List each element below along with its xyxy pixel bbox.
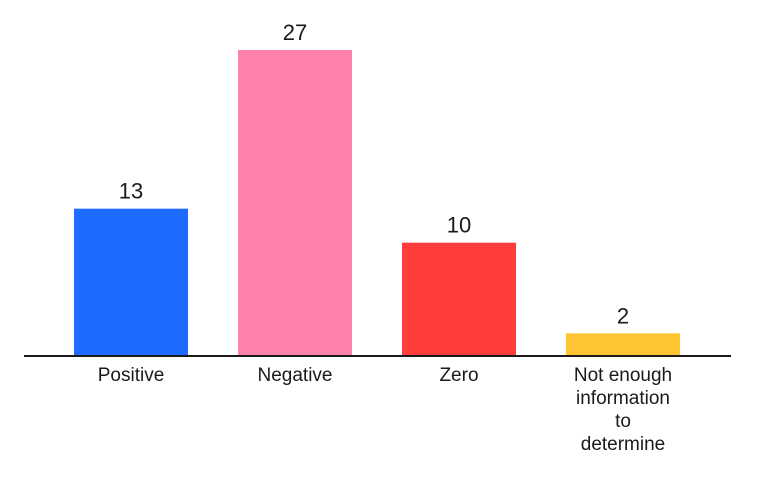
bar-1: [238, 50, 352, 356]
category-label-1-line-0: Negative: [258, 365, 333, 386]
data-label-2: 10: [447, 213, 471, 238]
category-label-2-line-0: Zero: [439, 365, 478, 386]
category-label-3-line-2: to: [615, 411, 631, 432]
data-label-3: 2: [617, 303, 629, 328]
category-label-1: Negative: [258, 365, 333, 386]
category-label-2: Zero: [439, 365, 478, 386]
category-labels-group: Positive Negative Zero Not enough informatio…: [98, 365, 672, 455]
category-label-3: Not enough information to determine: [574, 365, 672, 455]
category-label-3-line-3: determine: [581, 434, 666, 455]
data-label-1: 27: [283, 20, 307, 45]
bar-2: [402, 242, 516, 356]
bar-3: [566, 333, 680, 356]
category-label-0: Positive: [98, 365, 165, 386]
category-label-0-line-0: Positive: [98, 365, 165, 386]
value-labels-group: 13 27 10 2: [119, 20, 629, 328]
category-label-3-line-1: information: [576, 388, 670, 409]
bar-0: [74, 208, 188, 356]
bars-group: [74, 50, 680, 356]
data-label-0: 13: [119, 179, 143, 204]
category-label-3-line-0: Not enough: [574, 365, 672, 386]
